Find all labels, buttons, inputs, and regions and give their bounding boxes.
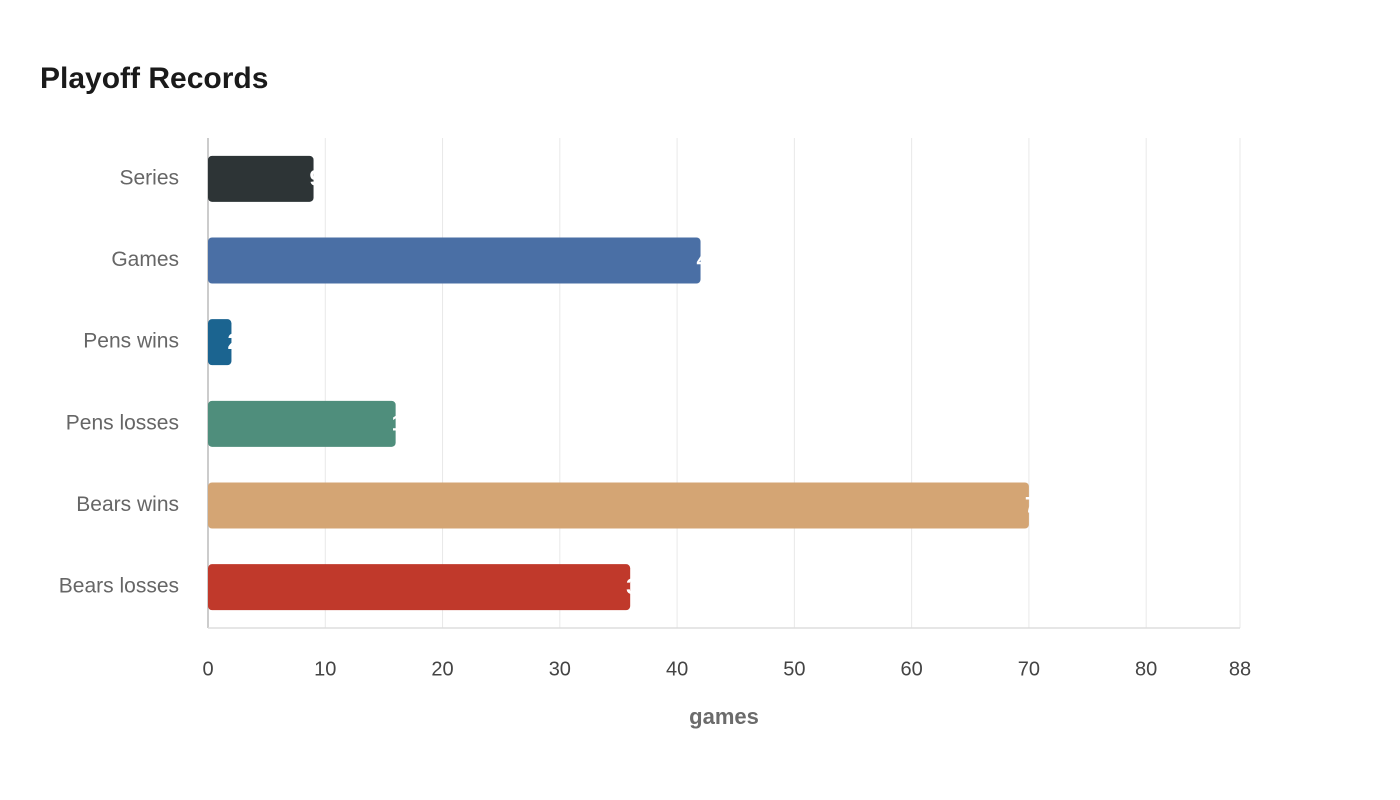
bar: [208, 237, 701, 284]
y-tick-label: Bears losses: [59, 575, 179, 598]
y-tick-label: Games: [111, 248, 179, 271]
value-label: 16: [392, 411, 416, 436]
value-label: 70: [1025, 492, 1049, 517]
chart-title: Playoff Records: [40, 62, 268, 95]
y-tick-label: Pens wins: [83, 330, 179, 353]
x-tick-label: 88: [1229, 658, 1251, 680]
bar: [208, 319, 232, 366]
x-tick-label: 20: [431, 658, 453, 680]
bar: [208, 400, 396, 447]
value-label: 2: [227, 329, 239, 354]
y-tick-label: Pens losses: [66, 411, 179, 434]
value-label: 42: [697, 247, 721, 272]
x-tick-label: 30: [549, 658, 571, 680]
y-tick-label: Series: [119, 166, 179, 189]
value-label: 36: [626, 574, 650, 599]
x-axis-label: games: [689, 704, 759, 729]
x-tick-label: 10: [314, 658, 336, 680]
value-label: 9: [310, 166, 322, 191]
x-tick-label: 80: [1135, 658, 1157, 680]
x-tick-label: 0: [202, 658, 213, 680]
x-tick-label: 60: [901, 658, 923, 680]
x-tick-label: 70: [1018, 658, 1040, 680]
y-tick-label: Bears wins: [76, 493, 179, 516]
x-tick-label: 50: [783, 658, 805, 680]
bar: [208, 482, 1029, 529]
bar: [208, 155, 314, 202]
bar: [208, 564, 631, 611]
x-tick-label: 40: [666, 658, 688, 680]
